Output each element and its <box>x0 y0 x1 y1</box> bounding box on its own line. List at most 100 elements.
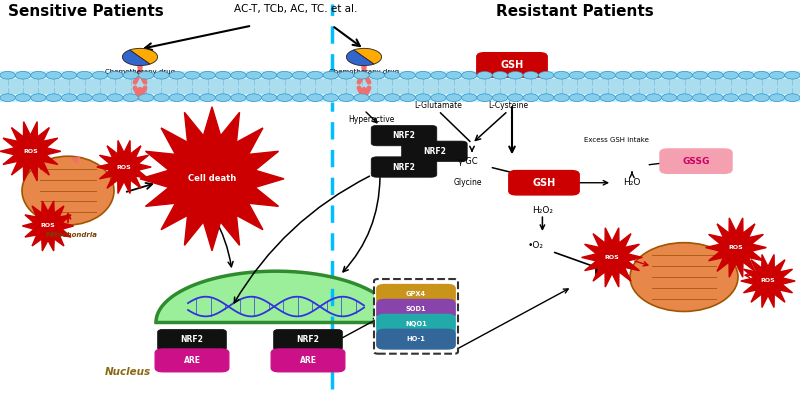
Circle shape <box>123 94 138 101</box>
Text: Nucleus: Nucleus <box>105 367 151 377</box>
Circle shape <box>231 94 246 101</box>
Circle shape <box>570 94 585 101</box>
Circle shape <box>262 94 277 101</box>
Circle shape <box>677 94 692 101</box>
Circle shape <box>631 72 646 79</box>
Bar <box>0 71 800 102</box>
Circle shape <box>215 94 230 101</box>
Circle shape <box>246 72 262 79</box>
Circle shape <box>785 72 800 79</box>
Circle shape <box>62 72 77 79</box>
Circle shape <box>370 72 385 79</box>
Text: NRF2: NRF2 <box>393 131 415 140</box>
Circle shape <box>585 72 600 79</box>
Circle shape <box>723 94 738 101</box>
Circle shape <box>46 94 62 101</box>
Circle shape <box>262 72 277 79</box>
Circle shape <box>738 72 754 79</box>
Circle shape <box>708 72 723 79</box>
FancyBboxPatch shape <box>402 141 467 162</box>
Circle shape <box>0 72 15 79</box>
Wedge shape <box>354 48 382 64</box>
Circle shape <box>754 72 770 79</box>
Circle shape <box>431 72 446 79</box>
Polygon shape <box>140 107 284 251</box>
Polygon shape <box>582 228 642 287</box>
Circle shape <box>754 94 770 101</box>
Circle shape <box>538 94 554 101</box>
Circle shape <box>631 94 646 101</box>
Circle shape <box>770 94 785 101</box>
Circle shape <box>708 94 723 101</box>
Text: GPX4: GPX4 <box>406 291 426 298</box>
Circle shape <box>185 94 200 101</box>
Text: GSH: GSH <box>500 60 524 70</box>
Circle shape <box>170 94 185 101</box>
FancyBboxPatch shape <box>509 171 579 195</box>
Circle shape <box>600 72 615 79</box>
FancyBboxPatch shape <box>660 149 732 173</box>
Circle shape <box>370 72 385 79</box>
Circle shape <box>723 94 738 101</box>
Circle shape <box>62 72 77 79</box>
Circle shape <box>400 72 415 79</box>
Circle shape <box>30 72 46 79</box>
Text: Hyperactive: Hyperactive <box>348 116 394 124</box>
Circle shape <box>108 94 123 101</box>
Circle shape <box>446 94 462 101</box>
Circle shape <box>277 94 292 101</box>
Bar <box>0 71 800 102</box>
Text: ROS: ROS <box>23 149 38 154</box>
Text: Chemotherapy drug: Chemotherapy drug <box>105 69 175 75</box>
Text: •O₂: •O₂ <box>528 241 544 250</box>
Polygon shape <box>706 218 766 277</box>
Circle shape <box>30 94 46 101</box>
Circle shape <box>477 94 492 101</box>
Circle shape <box>30 72 46 79</box>
Circle shape <box>770 94 785 101</box>
Circle shape <box>108 94 123 101</box>
Text: ROS: ROS <box>605 255 619 260</box>
Circle shape <box>693 72 708 79</box>
Circle shape <box>600 72 615 79</box>
Circle shape <box>662 94 677 101</box>
FancyBboxPatch shape <box>371 157 437 177</box>
FancyBboxPatch shape <box>158 329 226 351</box>
Text: AC-T, TCb, AC, TC. et al.: AC-T, TCb, AC, TC. et al. <box>234 4 358 14</box>
Circle shape <box>723 72 738 79</box>
Circle shape <box>677 72 692 79</box>
Circle shape <box>615 94 630 101</box>
Text: Resistant Patients: Resistant Patients <box>496 4 654 19</box>
Circle shape <box>138 72 154 79</box>
Circle shape <box>338 94 354 101</box>
Text: Excess GSH intake: Excess GSH intake <box>584 136 649 143</box>
Circle shape <box>385 94 400 101</box>
Text: ROS: ROS <box>729 245 743 250</box>
Polygon shape <box>97 141 151 193</box>
Circle shape <box>631 94 646 101</box>
Circle shape <box>323 72 338 79</box>
Text: ROS: ROS <box>41 224 55 228</box>
Circle shape <box>462 94 477 101</box>
Circle shape <box>354 94 369 101</box>
Circle shape <box>200 94 215 101</box>
Circle shape <box>631 72 646 79</box>
Circle shape <box>108 72 123 79</box>
Circle shape <box>446 72 462 79</box>
FancyBboxPatch shape <box>377 314 455 334</box>
Circle shape <box>185 72 200 79</box>
Circle shape <box>462 94 477 101</box>
Circle shape <box>323 94 338 101</box>
Circle shape <box>646 94 662 101</box>
Circle shape <box>308 94 323 101</box>
Bar <box>0 79 800 94</box>
Circle shape <box>77 72 92 79</box>
Circle shape <box>554 94 569 101</box>
Circle shape <box>354 94 369 101</box>
Ellipse shape <box>22 156 114 225</box>
Circle shape <box>600 94 615 101</box>
Circle shape <box>523 94 538 101</box>
Circle shape <box>662 94 677 101</box>
Text: γ-GC: γ-GC <box>458 157 478 165</box>
Circle shape <box>754 94 770 101</box>
